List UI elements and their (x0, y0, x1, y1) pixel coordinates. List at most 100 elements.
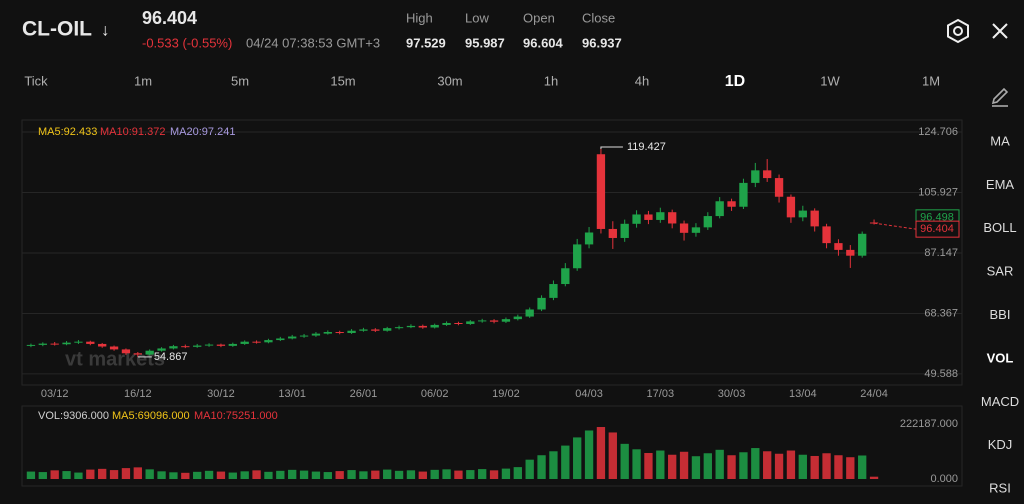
y-tick-label: 49.588 (924, 368, 958, 380)
candle-body (632, 214, 641, 224)
candle-body (371, 329, 380, 331)
volume-bar (359, 471, 368, 479)
legend-entry: MA5:92.433 (38, 126, 97, 138)
volume-bar (620, 443, 629, 479)
indicator-tab[interactable]: BBI (990, 307, 1011, 322)
volume-bar (501, 468, 511, 479)
settings-icon[interactable] (947, 18, 969, 44)
timeframe-tab[interactable]: 5m (231, 73, 249, 88)
volume-bar (406, 470, 416, 479)
timeframe-tab[interactable]: 4h (635, 73, 649, 88)
candle-body (466, 321, 475, 324)
timeframe-tab[interactable]: 15m (330, 73, 355, 88)
candle-body (74, 341, 83, 343)
candle-body (335, 332, 344, 334)
timeframe-tab[interactable]: Tick (24, 73, 48, 88)
candle-body (323, 332, 332, 334)
volume-bar (691, 456, 701, 479)
indicator-tab[interactable]: SAR (987, 264, 1014, 279)
legend-entry: MA10:91.372 (100, 126, 165, 138)
volume-bar (169, 472, 178, 479)
x-tick-label: 30/12 (207, 388, 235, 400)
timeframe-tab[interactable]: 1W (820, 73, 840, 88)
stat-value: 96.937 (582, 35, 622, 50)
y-tick-label: 0.000 (930, 473, 958, 485)
volume-bar (204, 470, 214, 479)
candle-body (525, 309, 534, 317)
volume-bar (608, 432, 617, 479)
volume-bar (774, 453, 784, 479)
candle-body (359, 329, 368, 331)
indicator-tab[interactable]: MA (990, 133, 1010, 148)
candle-body (228, 343, 237, 346)
candle-body (584, 232, 594, 245)
y-tick-label: 124.706 (918, 126, 958, 138)
candle-body (193, 345, 202, 347)
indicator-tab[interactable]: BOLL (983, 220, 1016, 235)
stat-value: 97.529 (406, 35, 446, 50)
candle-body (620, 223, 629, 238)
volume-bar (644, 453, 653, 479)
x-tick-label: 04/03 (575, 388, 603, 400)
candle-body (121, 349, 131, 354)
volume-bar (549, 451, 558, 479)
x-tick-label: 24/04 (860, 388, 888, 400)
timestamp: 04/24 07:38:53 GMT+3 (246, 35, 380, 50)
volume-bar (454, 470, 463, 479)
candle-body (109, 346, 119, 350)
y-tick-label: 222187.000 (900, 418, 958, 430)
volume-bar (193, 471, 202, 479)
volume-bar (181, 472, 190, 479)
candle-body (418, 325, 427, 328)
x-tick-label: 13/04 (789, 388, 817, 400)
x-tick-label: 26/01 (350, 388, 378, 400)
candle-body (204, 344, 214, 346)
indicator-tab[interactable]: VOL (987, 350, 1014, 365)
timeframe-tab[interactable]: 1M (922, 73, 940, 88)
legend-entry: MA10:75251.000 (194, 410, 278, 422)
candle-body (240, 341, 249, 344)
indicator-tab[interactable]: EMA (986, 177, 1015, 192)
timeframe-tab[interactable]: 1h (544, 73, 558, 88)
volume-bar (121, 468, 131, 479)
draw-icon[interactable] (991, 87, 1009, 107)
legend-entry: MA20:97.241 (170, 126, 235, 138)
candle-body (608, 228, 617, 238)
indicator-tab[interactable]: RSI (989, 481, 1011, 496)
volume-bar (668, 454, 677, 479)
candle-body (347, 330, 356, 333)
volume-bar (786, 450, 796, 479)
candle-body (276, 338, 285, 341)
volume-bar (62, 471, 71, 479)
indicator-tab[interactable]: MACD (981, 394, 1019, 409)
volume-bar (86, 469, 95, 479)
volume-bar (323, 472, 332, 479)
timeframe-tab[interactable]: 1m (134, 73, 152, 88)
indicator-tab[interactable]: KDJ (988, 437, 1013, 452)
timeframe-tab[interactable]: 30m (437, 73, 462, 88)
candle-body (454, 323, 463, 325)
timeframe-tab[interactable]: 1D (725, 73, 745, 90)
candle-body (763, 170, 772, 179)
volume-frame (21, 405, 963, 487)
volume-bar (763, 451, 772, 479)
candle-body (656, 212, 665, 220)
candle-body (430, 324, 439, 328)
price: 96.404 (142, 8, 197, 28)
candle-body (596, 154, 606, 229)
candle-body (715, 201, 724, 217)
volume-bar (371, 470, 380, 479)
volume-bar (858, 455, 867, 479)
volume-bar (846, 457, 855, 479)
stat-label: Close (582, 10, 615, 25)
close-icon[interactable] (992, 23, 1008, 39)
stat-label: Low (465, 10, 489, 25)
candle-body (394, 327, 404, 329)
volume-bar (834, 455, 843, 479)
volume-bar (299, 470, 309, 479)
volume-bar (715, 449, 724, 479)
candle-body (145, 350, 154, 355)
volume-bar (869, 476, 879, 479)
